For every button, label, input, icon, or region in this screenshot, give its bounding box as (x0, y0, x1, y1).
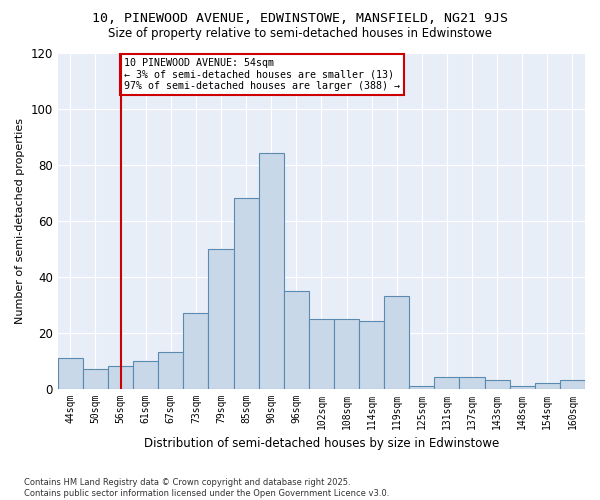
Bar (509, 386, 535, 388)
X-axis label: Distribution of semi-detached houses by size in Edwinstowe: Distribution of semi-detached houses by … (144, 437, 499, 450)
Bar (58, 358, 83, 388)
Bar (133, 360, 158, 388)
Bar (309, 318, 334, 388)
Bar (233, 198, 259, 388)
Bar (334, 318, 359, 388)
Y-axis label: Number of semi-detached properties: Number of semi-detached properties (15, 118, 25, 324)
Bar (359, 322, 384, 388)
Text: 10 PINEWOOD AVENUE: 54sqm
← 3% of semi-detached houses are smaller (13)
97% of s: 10 PINEWOOD AVENUE: 54sqm ← 3% of semi-d… (124, 58, 400, 92)
Bar (560, 380, 585, 388)
Bar (535, 383, 560, 388)
Bar (384, 296, 409, 388)
Bar (485, 380, 509, 388)
Bar (409, 386, 434, 388)
Text: Contains HM Land Registry data © Crown copyright and database right 2025.
Contai: Contains HM Land Registry data © Crown c… (24, 478, 389, 498)
Bar (434, 378, 460, 388)
Bar (158, 352, 184, 389)
Bar (284, 290, 309, 388)
Bar (83, 369, 108, 388)
Text: Size of property relative to semi-detached houses in Edwinstowe: Size of property relative to semi-detach… (108, 28, 492, 40)
Bar (108, 366, 133, 388)
Bar (184, 313, 208, 388)
Text: 10, PINEWOOD AVENUE, EDWINSTOWE, MANSFIELD, NG21 9JS: 10, PINEWOOD AVENUE, EDWINSTOWE, MANSFIE… (92, 12, 508, 26)
Bar (460, 378, 485, 388)
Bar (259, 154, 284, 388)
Bar (208, 248, 233, 388)
